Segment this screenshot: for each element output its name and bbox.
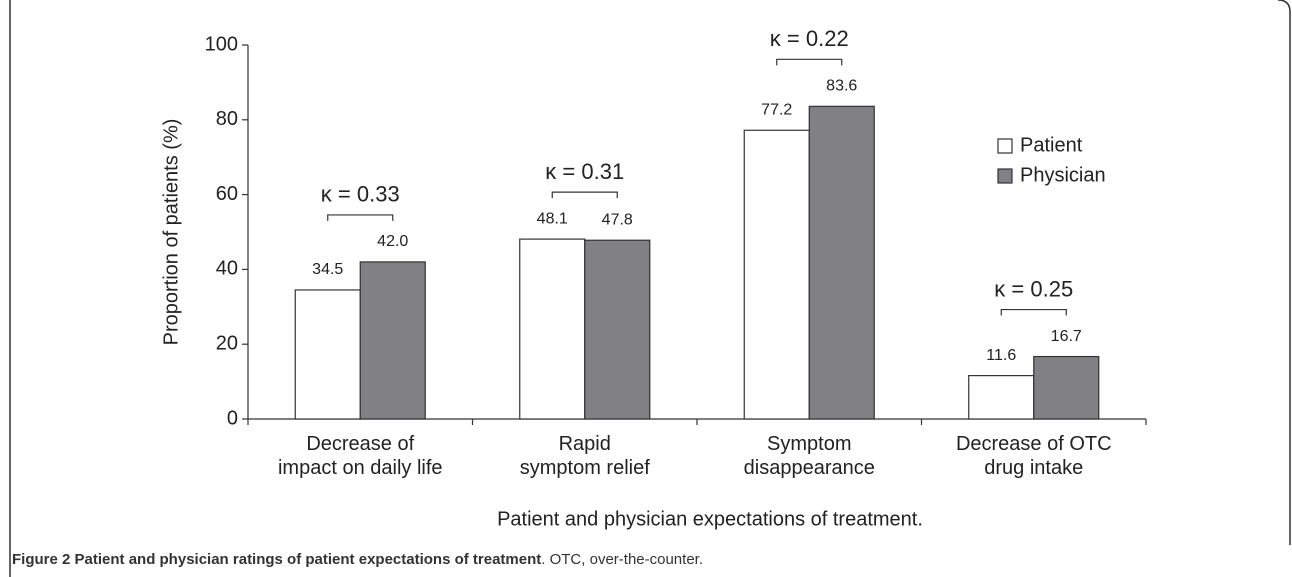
y-axis-label: Proportion of patients (%) [160,119,182,346]
bar [743,129,810,420]
value-label: 11.6 [986,347,1016,364]
frame [9,0,1291,577]
y-tick-label: 40 [216,258,238,280]
legend-swatch [997,168,1013,184]
value-label: 83.6 [826,78,857,95]
kappa-annotation: κ = 0.22 [770,26,849,51]
value-label: 42.0 [377,233,408,250]
legend-label: Patient [1020,134,1083,156]
x-axis-label: Patient and physician expectations of tr… [497,508,923,530]
bar [808,105,875,420]
bar [359,261,426,420]
caption: Figure 2 Patient and physician ratings o… [12,551,703,568]
kappa-annotation: κ = 0.33 [321,182,400,207]
caption-title: Figure 2 Patient and physician ratings o… [12,551,542,568]
y-tick-label: 20 [216,332,238,354]
x-tick-label: Rapid symptom relief [520,433,650,479]
caption-text: . OTC, over-the-counter. [541,551,703,568]
bar [519,238,586,420]
kappa-annotation: κ = 0.25 [994,276,1073,301]
legend-label: Physician [1020,164,1106,186]
kappa-bracket [776,58,843,66]
kappa-bracket [1000,308,1067,316]
value-label: 48.1 [537,210,568,227]
x-tick-label: Symptom disappearance [744,433,875,479]
kappa-annotation: κ = 0.31 [545,159,624,184]
bar [294,289,361,420]
legend-swatch [997,138,1013,154]
x-tick-label: Decrease of impact on daily life [278,433,443,479]
bar [584,239,651,420]
x-tick-label: Decrease of OTC drug intake [956,433,1112,479]
y-tick-label: 80 [216,108,238,130]
value-label: 34.5 [312,261,343,278]
y-tick-label: 0 [227,407,238,429]
kappa-bracket [551,191,618,199]
y-tick-label: 100 [205,33,238,55]
bar [1033,355,1100,420]
value-label: 16.7 [1051,328,1082,345]
y-tick-label: 60 [216,183,238,205]
value-label: 47.8 [602,211,633,228]
value-label: 77.2 [761,101,792,118]
kappa-bracket [327,214,394,221]
bar [968,375,1035,420]
